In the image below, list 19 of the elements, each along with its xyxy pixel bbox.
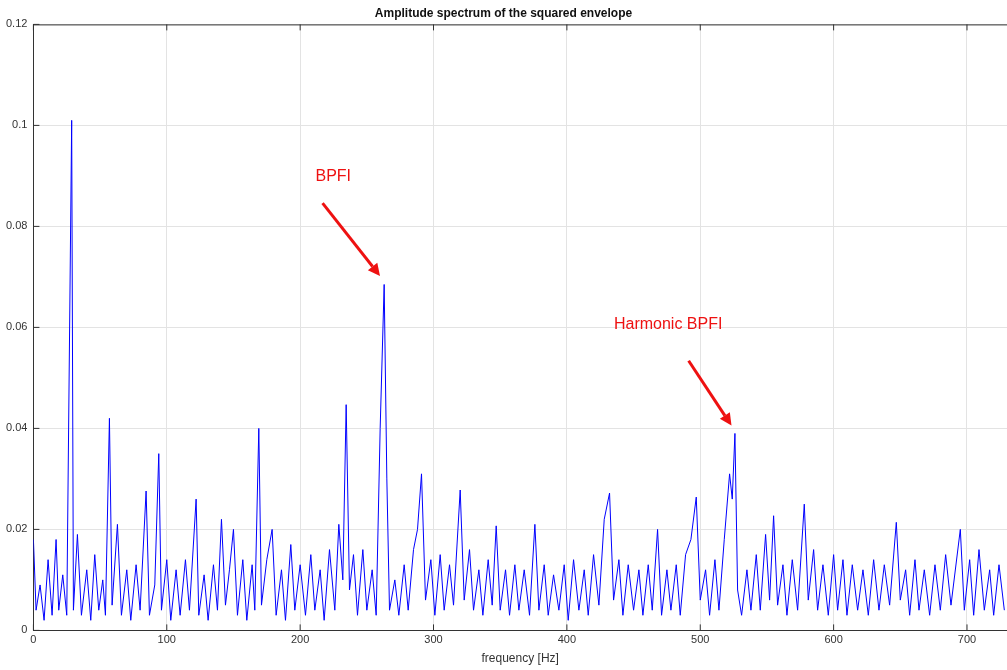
y-tick-label: 0.08 — [5, 219, 28, 232]
x-tick-label: 200 — [290, 633, 310, 646]
annotation: Harmonic BPFI — [613, 315, 723, 333]
annotation: BPFI — [315, 166, 352, 184]
y-tick-label: 0.04 — [5, 421, 28, 434]
x-tick-label: 700 — [957, 633, 977, 646]
y-tick-label: 0.02 — [5, 522, 28, 535]
x-tick-label: 400 — [557, 633, 577, 646]
y-tick-label: 0.12 — [5, 17, 28, 30]
chart-title: Amplitude spectrum of the squared envelope — [374, 5, 633, 20]
y-tick-label: 0.06 — [5, 320, 28, 333]
y-tick-label: 0.1 — [12, 118, 28, 131]
x-tick-label: 300 — [424, 633, 443, 646]
x-tick-label: 600 — [824, 633, 843, 646]
y-tick-label: 0 — [21, 623, 28, 636]
x-tick-label: 0 — [30, 633, 37, 646]
x-axis-title: frequency [Hz] — [481, 651, 559, 666]
x-tick-label: 500 — [691, 633, 710, 646]
x-tick-label: 100 — [157, 633, 176, 646]
